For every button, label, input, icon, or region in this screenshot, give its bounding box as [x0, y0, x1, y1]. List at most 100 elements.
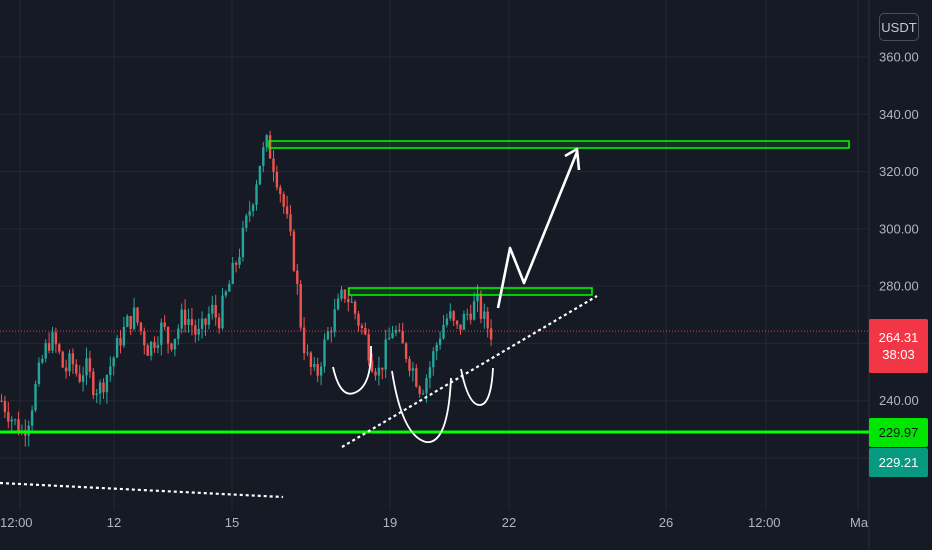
time-tick-label: 19 — [382, 515, 398, 530]
right-shoulder-arc[interactable] — [460, 367, 494, 406]
price-tick-label: 300.00 — [879, 221, 919, 236]
candle-body — [438, 338, 442, 345]
candle-body — [323, 339, 326, 367]
candle-body — [132, 307, 136, 329]
candle-body — [476, 293, 479, 302]
resistance-zone-mid[interactable] — [348, 287, 593, 296]
candle-body — [173, 338, 177, 350]
candle-body — [105, 375, 109, 393]
candles — [0, 130, 493, 447]
candle-body — [61, 351, 64, 368]
candle-body — [68, 353, 71, 372]
price-tick-label: 320.00 — [879, 164, 919, 179]
candle-body — [170, 343, 173, 350]
projection-path[interactable] — [496, 151, 579, 309]
candle-body — [37, 362, 41, 384]
candle-body — [122, 326, 126, 346]
candle-body — [92, 371, 95, 396]
price-axis[interactable]: 360.00 340.00 320.00 300.00 280.00 240.00 — [879, 50, 919, 409]
candle-body — [163, 322, 166, 327]
candle-body — [265, 135, 268, 148]
lower-trendline[interactable] — [0, 481, 284, 499]
candle-body — [404, 343, 408, 359]
candle-body — [177, 328, 180, 339]
candle-body — [262, 147, 265, 166]
support-price-tag: 229.97 — [869, 418, 928, 447]
currency-badge[interactable]: USDT — [879, 13, 919, 41]
candle-body — [459, 324, 462, 330]
candle-body — [207, 313, 211, 325]
candle-body — [408, 358, 411, 371]
candle-body — [306, 352, 309, 354]
time-tick-label: 12:00 — [0, 515, 33, 530]
candle-body — [221, 295, 224, 329]
candle-body — [34, 383, 37, 411]
candle-body — [452, 311, 455, 321]
candle-body — [149, 341, 153, 356]
candle-body — [251, 204, 255, 212]
candle-body — [139, 322, 143, 332]
candle-body — [95, 393, 98, 396]
countdown-value: 38:03 — [882, 347, 915, 362]
candle-body — [466, 313, 469, 315]
candle-body — [75, 364, 78, 374]
candle-body — [13, 419, 17, 421]
candle-body — [112, 357, 115, 367]
candle-body — [190, 319, 194, 326]
candle-body — [241, 227, 245, 258]
left-shoulder-arc[interactable] — [332, 345, 372, 395]
time-tick-label: Ma — [850, 515, 869, 530]
candle-body — [41, 358, 44, 363]
candle-body — [469, 313, 472, 320]
time-tick-label: 12 — [106, 515, 122, 530]
drawings — [0, 140, 869, 499]
candle-body — [10, 419, 13, 422]
candle-body — [85, 358, 88, 376]
candle-body — [255, 184, 258, 205]
candle-body — [194, 325, 197, 335]
candle-body — [313, 364, 316, 368]
candle-body — [231, 262, 234, 284]
candle-body — [319, 366, 323, 376]
candle-body — [394, 329, 398, 333]
candle-body — [387, 338, 391, 340]
time-tick-label: 26 — [658, 515, 674, 530]
price-tick-label: 360.00 — [879, 50, 919, 65]
candle-body — [374, 371, 377, 376]
candle-body — [245, 215, 248, 228]
candle-body — [88, 358, 92, 372]
candle-body — [384, 339, 387, 370]
candle-body — [425, 378, 428, 394]
candle-body — [360, 325, 364, 328]
candle-body — [449, 311, 452, 319]
candle-body — [401, 330, 404, 344]
candle-body — [333, 309, 336, 332]
candle-body — [129, 316, 132, 329]
candle-body — [204, 318, 207, 325]
candle-body — [435, 344, 438, 352]
candle-body — [44, 343, 47, 359]
second-price-tag: 229.21 — [869, 448, 928, 477]
candle-body — [370, 360, 374, 372]
head-arc[interactable] — [391, 370, 452, 443]
candle-body — [279, 187, 282, 195]
candle-body — [289, 214, 292, 232]
price-tick-label: 280.00 — [879, 279, 919, 294]
resistance-zone-upper[interactable] — [268, 140, 850, 149]
candle-body — [268, 135, 272, 159]
candle-body — [224, 291, 228, 296]
candle-body — [17, 419, 20, 434]
candle-body — [357, 313, 360, 326]
candle-body — [109, 366, 112, 376]
candle-body — [398, 329, 401, 331]
candle-body — [309, 352, 313, 368]
candle-body — [489, 328, 493, 340]
ascending-trendline[interactable] — [341, 295, 598, 448]
candle-body — [428, 367, 432, 379]
candle-body — [316, 364, 319, 376]
price-tick-label: 340.00 — [879, 107, 919, 122]
candle-body — [166, 327, 170, 344]
candle-body — [343, 289, 347, 299]
